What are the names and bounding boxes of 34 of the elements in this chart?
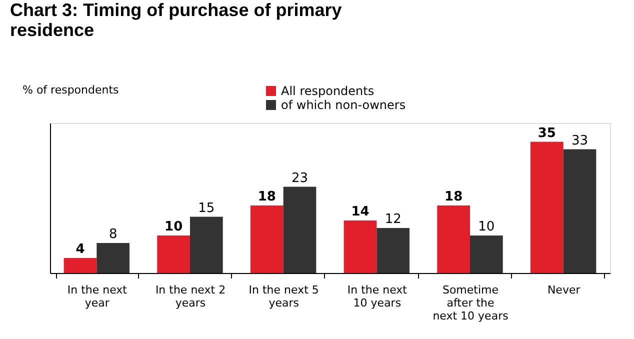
x-tick-label: In the next 2 years (155, 284, 226, 310)
legend-label: All respondents (281, 84, 374, 98)
bar (96, 243, 130, 273)
data-label: 23 (291, 170, 308, 186)
bar (250, 206, 284, 273)
bar (437, 206, 470, 273)
data-label: 10 (164, 220, 183, 234)
data-label: 12 (384, 212, 402, 227)
x-tick-label: In the next 5 years (248, 284, 319, 310)
bar (470, 236, 503, 273)
x-tick-label: In the next year (67, 284, 128, 310)
y-axis-title: % of respondents (22, 84, 120, 96)
bar (283, 186, 316, 273)
bar (344, 220, 377, 273)
data-label: 33 (571, 133, 588, 148)
x-tick-label: Never (547, 284, 581, 296)
data-label: 14 (351, 204, 370, 220)
chart-title: Chart 3: Timing of purchase of primary residence (10, 0, 342, 40)
data-label: 15 (198, 200, 215, 216)
data-label: 4 (76, 242, 85, 257)
data-label: 18 (444, 190, 463, 204)
bar (157, 236, 190, 273)
legend-label: of which non-owners (281, 98, 406, 112)
bar (64, 258, 97, 273)
data-label: 18 (258, 190, 276, 204)
data-label: 10 (478, 220, 495, 234)
bar (190, 216, 223, 273)
bar (376, 228, 410, 273)
data-label: 8 (108, 227, 118, 242)
data-label: 35 (538, 126, 556, 141)
x-tick-label: Sometime after the next 10 years (432, 284, 509, 322)
x-tick-label: In the next 10 years (347, 284, 408, 310)
bar (563, 149, 596, 273)
bar (530, 142, 564, 273)
